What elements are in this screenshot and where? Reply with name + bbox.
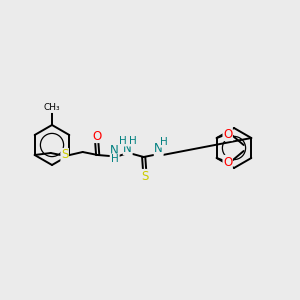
Text: H: H xyxy=(129,136,136,146)
Text: O: O xyxy=(92,130,101,142)
Text: S: S xyxy=(61,148,68,161)
Text: N: N xyxy=(123,142,132,154)
Text: H: H xyxy=(160,137,168,147)
Text: O: O xyxy=(223,128,232,140)
Text: O: O xyxy=(223,155,232,169)
Text: H: H xyxy=(111,154,119,164)
Text: N: N xyxy=(154,142,163,155)
Text: N: N xyxy=(110,145,119,158)
Text: S: S xyxy=(141,169,148,182)
Text: H: H xyxy=(119,136,127,146)
Text: CH₃: CH₃ xyxy=(44,103,60,112)
